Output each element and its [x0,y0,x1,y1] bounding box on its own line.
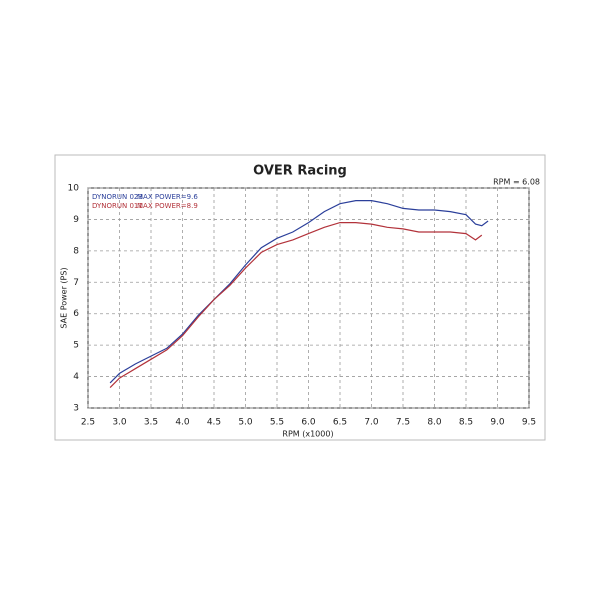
y-tick-label: 8 [73,246,79,256]
y-tick-label: 5 [73,341,79,351]
x-tick-label: 6.0 [301,418,316,428]
x-tick-label: 4.5 [207,418,221,428]
x-tick-label: 3.5 [144,418,158,428]
chart-title: OVER Racing [253,164,347,179]
x-tick-label: 7.5 [396,418,410,428]
y-tick-label: 4 [73,372,79,382]
x-tick-label: 3.0 [112,418,127,428]
x-tick-label: 2.5 [81,418,95,428]
x-tick-label: 9.0 [490,418,505,428]
annotation: RPM = 6.08 [493,178,540,187]
y-tick-label: 9 [73,215,79,225]
legend-note: MAX POWER=9.6 [137,193,198,201]
x-axis-label: RPM (x1000) [282,430,333,439]
y-axis-label: SAE Power (PS) [60,267,69,328]
x-tick-label: 5.0 [238,418,253,428]
y-tick-label: 7 [73,278,79,288]
x-tick-label: 9.5 [522,418,536,428]
chart-frame [54,154,546,441]
y-tick-label: 10 [68,184,80,194]
x-tick-label: 4.0 [175,418,190,428]
x-tick-label: 6.5 [333,418,347,428]
y-tick-label: 6 [73,309,79,319]
series-line [109,200,489,384]
x-tick-label: 7.0 [364,418,379,428]
legend-label: DYNORUN 011 [92,202,143,210]
x-tick-label: 8.5 [459,418,473,428]
legend-note: MAX POWER=8.9 [137,202,198,210]
legend-label: DYNORUN 023 [92,193,143,201]
y-tick-label: 3 [73,404,79,414]
series-line [109,222,483,389]
x-tick-label: 5.5 [270,418,284,428]
x-tick-label: 8.0 [427,418,442,428]
